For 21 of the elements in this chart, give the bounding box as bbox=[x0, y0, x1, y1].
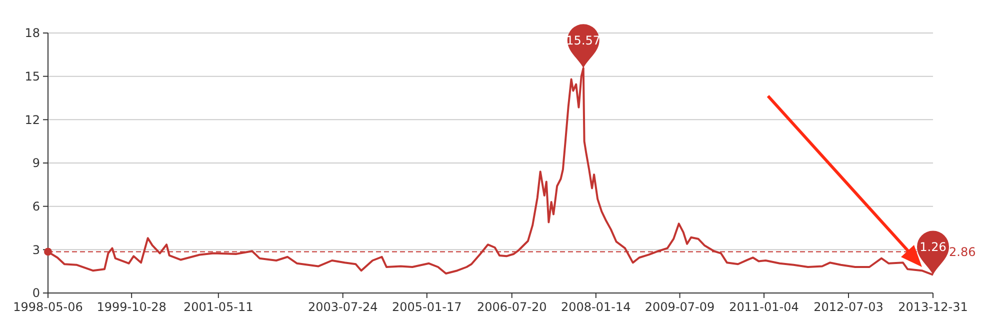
x-tick-label: 2011-01-04 bbox=[729, 300, 799, 314]
x-tick-label: 2012-07-03 bbox=[814, 300, 884, 314]
x-tick-label: 2006-07-20 bbox=[476, 300, 547, 314]
annotation: 15.57 bbox=[566, 33, 601, 48]
y-tick-label: 0 bbox=[32, 286, 40, 300]
x-tick-label: 2013-12-31 bbox=[898, 300, 968, 314]
y-tick-label: 12 bbox=[24, 112, 40, 127]
y-tick-label: 3 bbox=[32, 242, 40, 257]
x-tick-label: 2005-01-17 bbox=[392, 300, 462, 314]
x-tick-label: 2008-01-14 bbox=[561, 300, 631, 314]
x-tick-label: 1998-05-06 bbox=[13, 300, 83, 314]
annotation: 1.26 bbox=[920, 240, 946, 254]
x-tick-label: 2001-05-11 bbox=[184, 300, 254, 314]
x-tick-label: 2003-07-24 bbox=[308, 300, 378, 314]
y-tick-label: 6 bbox=[32, 200, 40, 214]
x-tick-label: 1999-10-28 bbox=[96, 300, 166, 314]
x-tick-label: 2009-07-09 bbox=[644, 300, 715, 314]
ref-line-label: 2.86 bbox=[949, 244, 976, 259]
y-tick-label: 9 bbox=[32, 156, 40, 170]
y-tick-label: 15 bbox=[24, 70, 40, 84]
y-tick-label: 18 bbox=[24, 26, 40, 40]
